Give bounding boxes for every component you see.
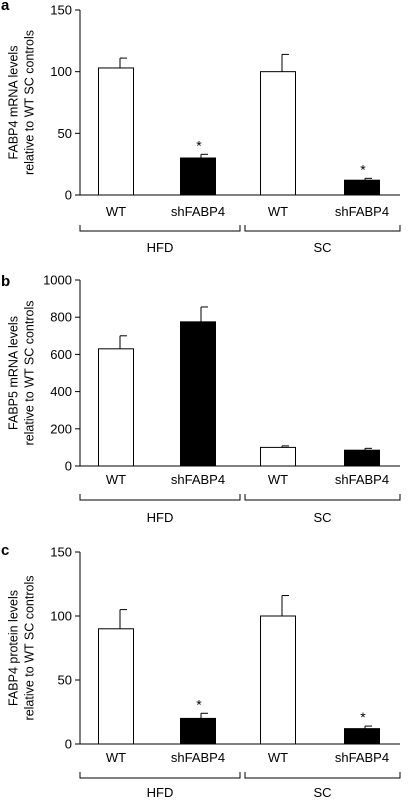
y-axis-label: relative to WT SC controls (22, 576, 36, 721)
category-label: WT (268, 472, 288, 487)
y-tick-label: 1000 (43, 273, 72, 288)
category-label: shFABP4 (335, 204, 389, 219)
group-label: HFD (147, 785, 174, 800)
group-bracket (79, 225, 241, 232)
y-tick-label: 50 (58, 673, 72, 688)
category-label: shFABP4 (171, 204, 225, 219)
group-bracket (244, 494, 401, 501)
group-label: HFD (147, 510, 174, 525)
y-axis-label: relative to WT SC controls (22, 301, 36, 446)
category-label: shFABP4 (171, 750, 225, 765)
bar-shfabp4-1 (180, 321, 216, 467)
group-bracket (244, 225, 401, 232)
bar-wt-2 (260, 71, 296, 196)
category-label: shFABP4 (171, 472, 225, 487)
y-tick-label: 150 (50, 3, 72, 18)
significance-star: * (360, 161, 366, 177)
category-label: WT (106, 472, 126, 487)
bar-shfabp4-3 (344, 449, 380, 467)
panel-letter: c (1, 542, 9, 559)
bar-wt-0 (98, 67, 134, 196)
category-label: WT (268, 204, 288, 219)
category-label: shFABP4 (335, 750, 389, 765)
significance-star: * (360, 709, 366, 725)
bar-shfabp4-3 (344, 728, 380, 745)
chart-panel-b: b 0 200 400 600 800 1000 FABP5 mRNA levels relat… (1, 273, 401, 525)
panel-letter: a (1, 0, 10, 14)
y-tick-label: 0 (65, 459, 72, 474)
y-axis-label: relative to WT SC controls (22, 30, 36, 175)
bar-shfabp4-1 (180, 157, 216, 196)
y-tick-label: 200 (50, 421, 72, 436)
bar-wt-0 (98, 628, 134, 745)
y-axis-label: FABP4 protein levels (6, 590, 20, 706)
category-label: shFABP4 (335, 472, 389, 487)
chart-panel-c: c 0 50 100 150 FABP4 protein levels relative t… (1, 542, 401, 800)
category-label: WT (106, 204, 126, 219)
group-label: HFD (147, 240, 174, 255)
bar-wt-0 (98, 348, 134, 467)
y-tick-label: 0 (65, 737, 72, 752)
y-tick-label: 50 (58, 126, 72, 141)
bar-shfabp4-1 (180, 717, 216, 745)
significance-star: * (196, 137, 202, 153)
y-tick-label: 100 (50, 609, 72, 624)
y-tick-label: 0 (65, 188, 72, 203)
y-tick-label: 400 (50, 384, 72, 399)
category-label: WT (106, 750, 126, 765)
y-tick-label: 800 (50, 310, 72, 325)
group-label: SC (313, 785, 331, 800)
category-label: WT (268, 750, 288, 765)
group-label: SC (313, 240, 331, 255)
group-label: SC (313, 510, 331, 525)
group-bracket (79, 772, 241, 779)
y-tick-label: 150 (50, 545, 72, 560)
panel-letter: b (1, 273, 10, 290)
bar-shfabp4-3 (344, 179, 380, 196)
group-bracket (244, 772, 401, 779)
significance-star: * (196, 696, 202, 712)
y-tick-label: 100 (50, 64, 72, 79)
group-bracket (79, 494, 241, 501)
y-tick-label: 600 (50, 347, 72, 362)
y-axis-label: FABP4 mRNA levels (6, 46, 20, 160)
y-axis-label: FABP5 mRNA levels (6, 316, 20, 430)
chart-panel-a: a 0 50 100 150 FABP4 mRNA levels relative to W… (1, 0, 401, 255)
bar-wt-2 (260, 615, 296, 745)
bar-wt-2 (260, 446, 296, 467)
